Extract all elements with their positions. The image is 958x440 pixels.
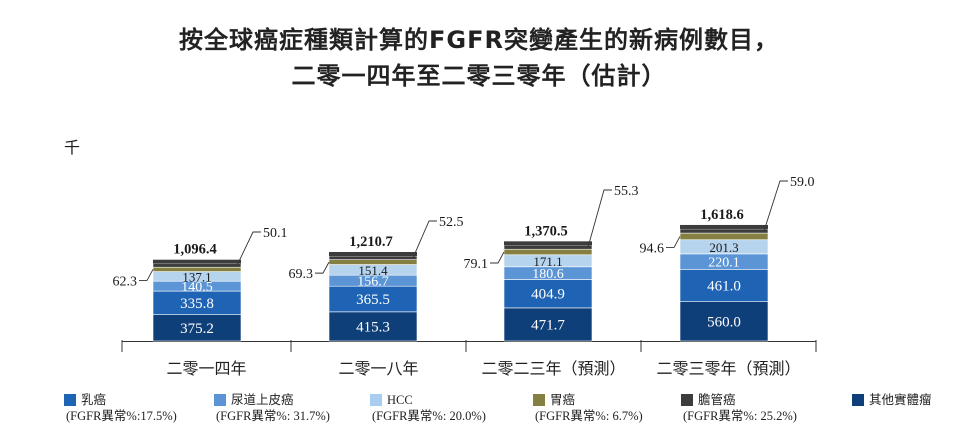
bar-2-callout-label-right: 55.3 bbox=[614, 184, 639, 199]
bar-0-label-3: 137.1 bbox=[182, 269, 211, 284]
chart-title: 按全球癌症種類計算的FGFR突變產生的新病例數目， 二零一四年至二零三零年（估計… bbox=[0, 22, 958, 94]
legend-swatch bbox=[370, 394, 382, 406]
bar-0-label-1: 335.8 bbox=[180, 296, 214, 312]
bar-3-callout-label-left: 94.6 bbox=[640, 241, 665, 256]
bar-3-callout-label-right: 59.0 bbox=[790, 175, 815, 190]
bar-3-label-1: 461.0 bbox=[707, 279, 741, 295]
bar-1-callout-label-left: 69.3 bbox=[289, 267, 314, 282]
bar-0-label-2: 140.5 bbox=[181, 280, 213, 295]
bar-1-callout-label-right: 52.5 bbox=[439, 215, 464, 230]
legend-item-5: 其他實體瘤 bbox=[852, 392, 932, 408]
x-tick-label-3: 二零三零年（預測） bbox=[656, 360, 800, 378]
bar-3-label-0: 560.0 bbox=[707, 314, 741, 330]
bar-3-total-cap bbox=[680, 224, 768, 229]
bar-0-total-cap bbox=[153, 259, 241, 264]
bar-3-callout-line-left bbox=[666, 236, 681, 248]
unit-label: 千 bbox=[64, 138, 81, 157]
bar-2-segment-0 bbox=[503, 307, 593, 342]
chart-title-line1: 按全球癌症種類計算的FGFR突變產生的新病例數目， bbox=[179, 26, 779, 54]
legend-label: 其他實體瘤 bbox=[869, 393, 932, 407]
bar-2-label-1: 404.9 bbox=[531, 287, 565, 303]
legend-note: (FGFR異常%:17.5%) bbox=[66, 409, 177, 423]
bar-2-label-2: 180.6 bbox=[532, 267, 564, 282]
legend-item-2: HCC (FGFR異常%: 20.0%) bbox=[370, 392, 486, 424]
bar-2-callout-line-left bbox=[490, 251, 505, 264]
bar-3-segment-0 bbox=[679, 301, 769, 342]
bar-2-segment-1 bbox=[503, 279, 593, 309]
bar-1-callout-line-left bbox=[315, 261, 330, 274]
bar-2-total-cap bbox=[504, 241, 592, 246]
bar-0-callout-line-right bbox=[236, 231, 261, 266]
bar-3-segment-5 bbox=[679, 228, 769, 234]
bar-0-callout-label-right: 50.1 bbox=[263, 226, 288, 241]
bar-1-total-cap bbox=[329, 252, 417, 257]
legend-label: 膽管癌 bbox=[698, 393, 736, 407]
legend-item-0: 乳癌 (FGFR異常%:17.5%) bbox=[64, 392, 177, 424]
bar-0-callout-line-left bbox=[139, 269, 154, 281]
bar-3-label-3: 201.3 bbox=[709, 240, 738, 255]
x-tick-label-1: 二零一八年 bbox=[338, 360, 418, 378]
x-tick-label-0: 二零一四年 bbox=[166, 360, 246, 378]
bar-1-label-0: 415.3 bbox=[356, 319, 390, 335]
legend-note: (FGFR異常%: 6.7%) bbox=[535, 409, 643, 423]
legend-note: (FGFR異常%: 25.2%) bbox=[683, 409, 797, 423]
bar-2-label-3: 171.1 bbox=[533, 254, 562, 269]
legend-swatch bbox=[64, 394, 76, 406]
bar-2-segment-5 bbox=[503, 245, 593, 250]
legend-swatch bbox=[852, 394, 864, 406]
bar-1-label-1: 365.5 bbox=[356, 292, 390, 308]
x-tick-label-2: 二零二三年（預測） bbox=[481, 360, 625, 378]
legend-swatch bbox=[681, 394, 693, 406]
bar-0-label-0: 375.2 bbox=[180, 321, 214, 337]
legend-label: 尿道上皮癌 bbox=[231, 393, 294, 407]
bar-2-callout-label-left: 79.1 bbox=[464, 257, 489, 272]
legend-item-3: 胃癌 (FGFR異常%: 6.7%) bbox=[533, 392, 643, 424]
bar-1-total-label: 1,210.7 bbox=[349, 234, 393, 250]
bar-0-total-label: 1,096.4 bbox=[173, 242, 217, 258]
legend-note: (FGFR異常%: 20.0%) bbox=[372, 409, 486, 423]
legend-swatch bbox=[214, 394, 226, 406]
bar-0-callout-label-left: 62.3 bbox=[113, 274, 138, 289]
bar-1-label-2: 156.7 bbox=[357, 275, 389, 290]
bar-1-callout-line-right bbox=[412, 220, 437, 259]
legend-label: 乳癌 bbox=[81, 393, 107, 407]
bar-3-callout-line-right bbox=[763, 180, 788, 232]
bar-1-label-3: 151.4 bbox=[358, 263, 388, 278]
legend-item-4: 膽管癌 (FGFR異常%: 25.2%) bbox=[681, 392, 797, 424]
bar-3-label-2: 220.1 bbox=[708, 256, 740, 271]
bar-3-total-label: 1,618.6 bbox=[700, 207, 744, 223]
legend-label: HCC bbox=[387, 393, 413, 407]
bar-2-callout-line-right bbox=[587, 189, 612, 248]
legend-note: (FGFR異常%: 31.7%) bbox=[216, 409, 330, 423]
chart-title-line2: 二零一四年至二零三零年（估計） bbox=[291, 62, 667, 90]
bar-2-label-0: 471.7 bbox=[531, 317, 565, 333]
bar-2-total-label: 1,370.5 bbox=[524, 223, 568, 239]
bar-3-segment-4 bbox=[679, 232, 769, 241]
bar-3-segment-1 bbox=[679, 269, 769, 302]
bar-1-segment-0 bbox=[328, 311, 418, 342]
legend-item-1: 尿道上皮癌 (FGFR異常%: 31.7%) bbox=[214, 392, 330, 424]
bar-1-segment-1 bbox=[328, 285, 418, 313]
legend-label: 胃癌 bbox=[550, 393, 576, 407]
legend-swatch bbox=[533, 394, 545, 406]
bar-0-segment-5 bbox=[152, 263, 242, 268]
bar-1-segment-5 bbox=[328, 255, 418, 260]
